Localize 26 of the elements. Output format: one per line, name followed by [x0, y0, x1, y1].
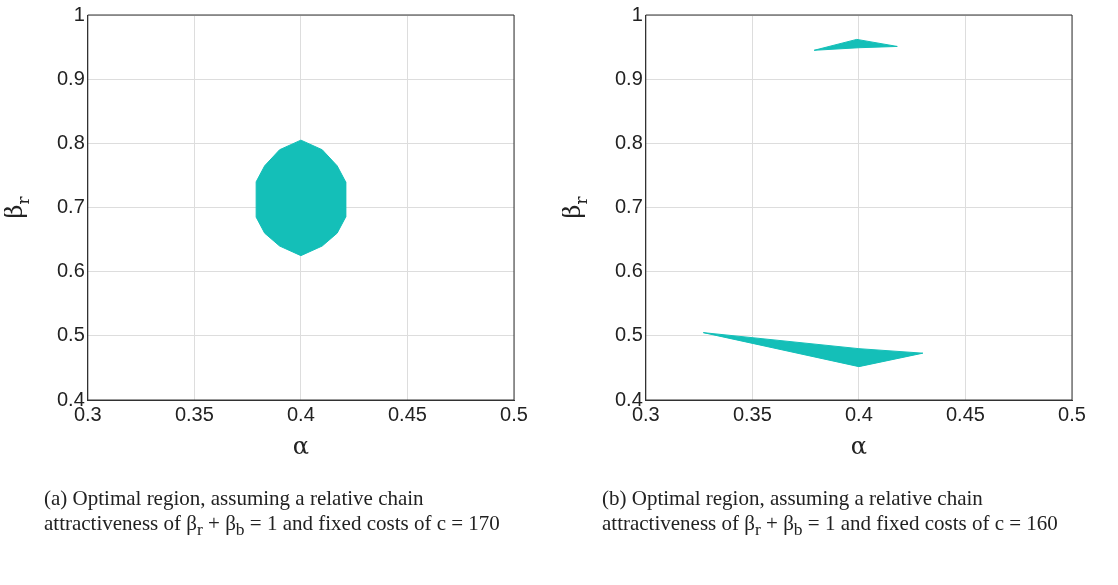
y-tick-label: 1 [73, 2, 85, 25]
y-tick-label: 0.9 [614, 66, 643, 89]
y-tick-label: 0.6 [56, 259, 85, 282]
x-axis-title: α [850, 432, 868, 461]
text: (a) Optimal region, assuming a relative chain attractiveness of β$_{r}$ + β$_{b}$ = 1 and fixed costs of c = 170 [43, 485, 501, 542]
x-tick-label: 0.4 [287, 402, 315, 425]
y-tick-label: 0.6 [614, 259, 643, 282]
x-tick-label: 0.4 [845, 402, 873, 425]
y-axis-title: βr [558, 195, 591, 219]
y-axis-title: βr [0, 195, 33, 219]
x-tick-label: 0.45 [945, 402, 985, 425]
x-axis-title: α [292, 432, 310, 461]
x-tick-label: 0.45 [387, 402, 427, 425]
y-tick-label: 0.7 [56, 195, 85, 218]
y-tick-label: 1 [631, 2, 643, 25]
y-tick-label: 0.5 [614, 323, 643, 346]
y-tick-label: 0.8 [56, 130, 85, 153]
x-tick-label: 0.35 [732, 402, 772, 425]
x-tick-label: 0.5 [500, 402, 528, 425]
x-tick-label: 0.35 [174, 402, 214, 425]
y-tick-label: 0.7 [614, 195, 643, 218]
y-tick-label: 0.5 [56, 323, 85, 346]
x-tick-label: 0.5 [1058, 402, 1086, 425]
y-tick-label: 0.8 [614, 130, 643, 153]
text: (b) Optimal region, assuming a relative chain attractiveness of β$_{r}$ + β$_{b}$ = 1 and fixed costs of c = 160 [601, 485, 1059, 542]
y-tick-label: 0.9 [56, 66, 85, 89]
